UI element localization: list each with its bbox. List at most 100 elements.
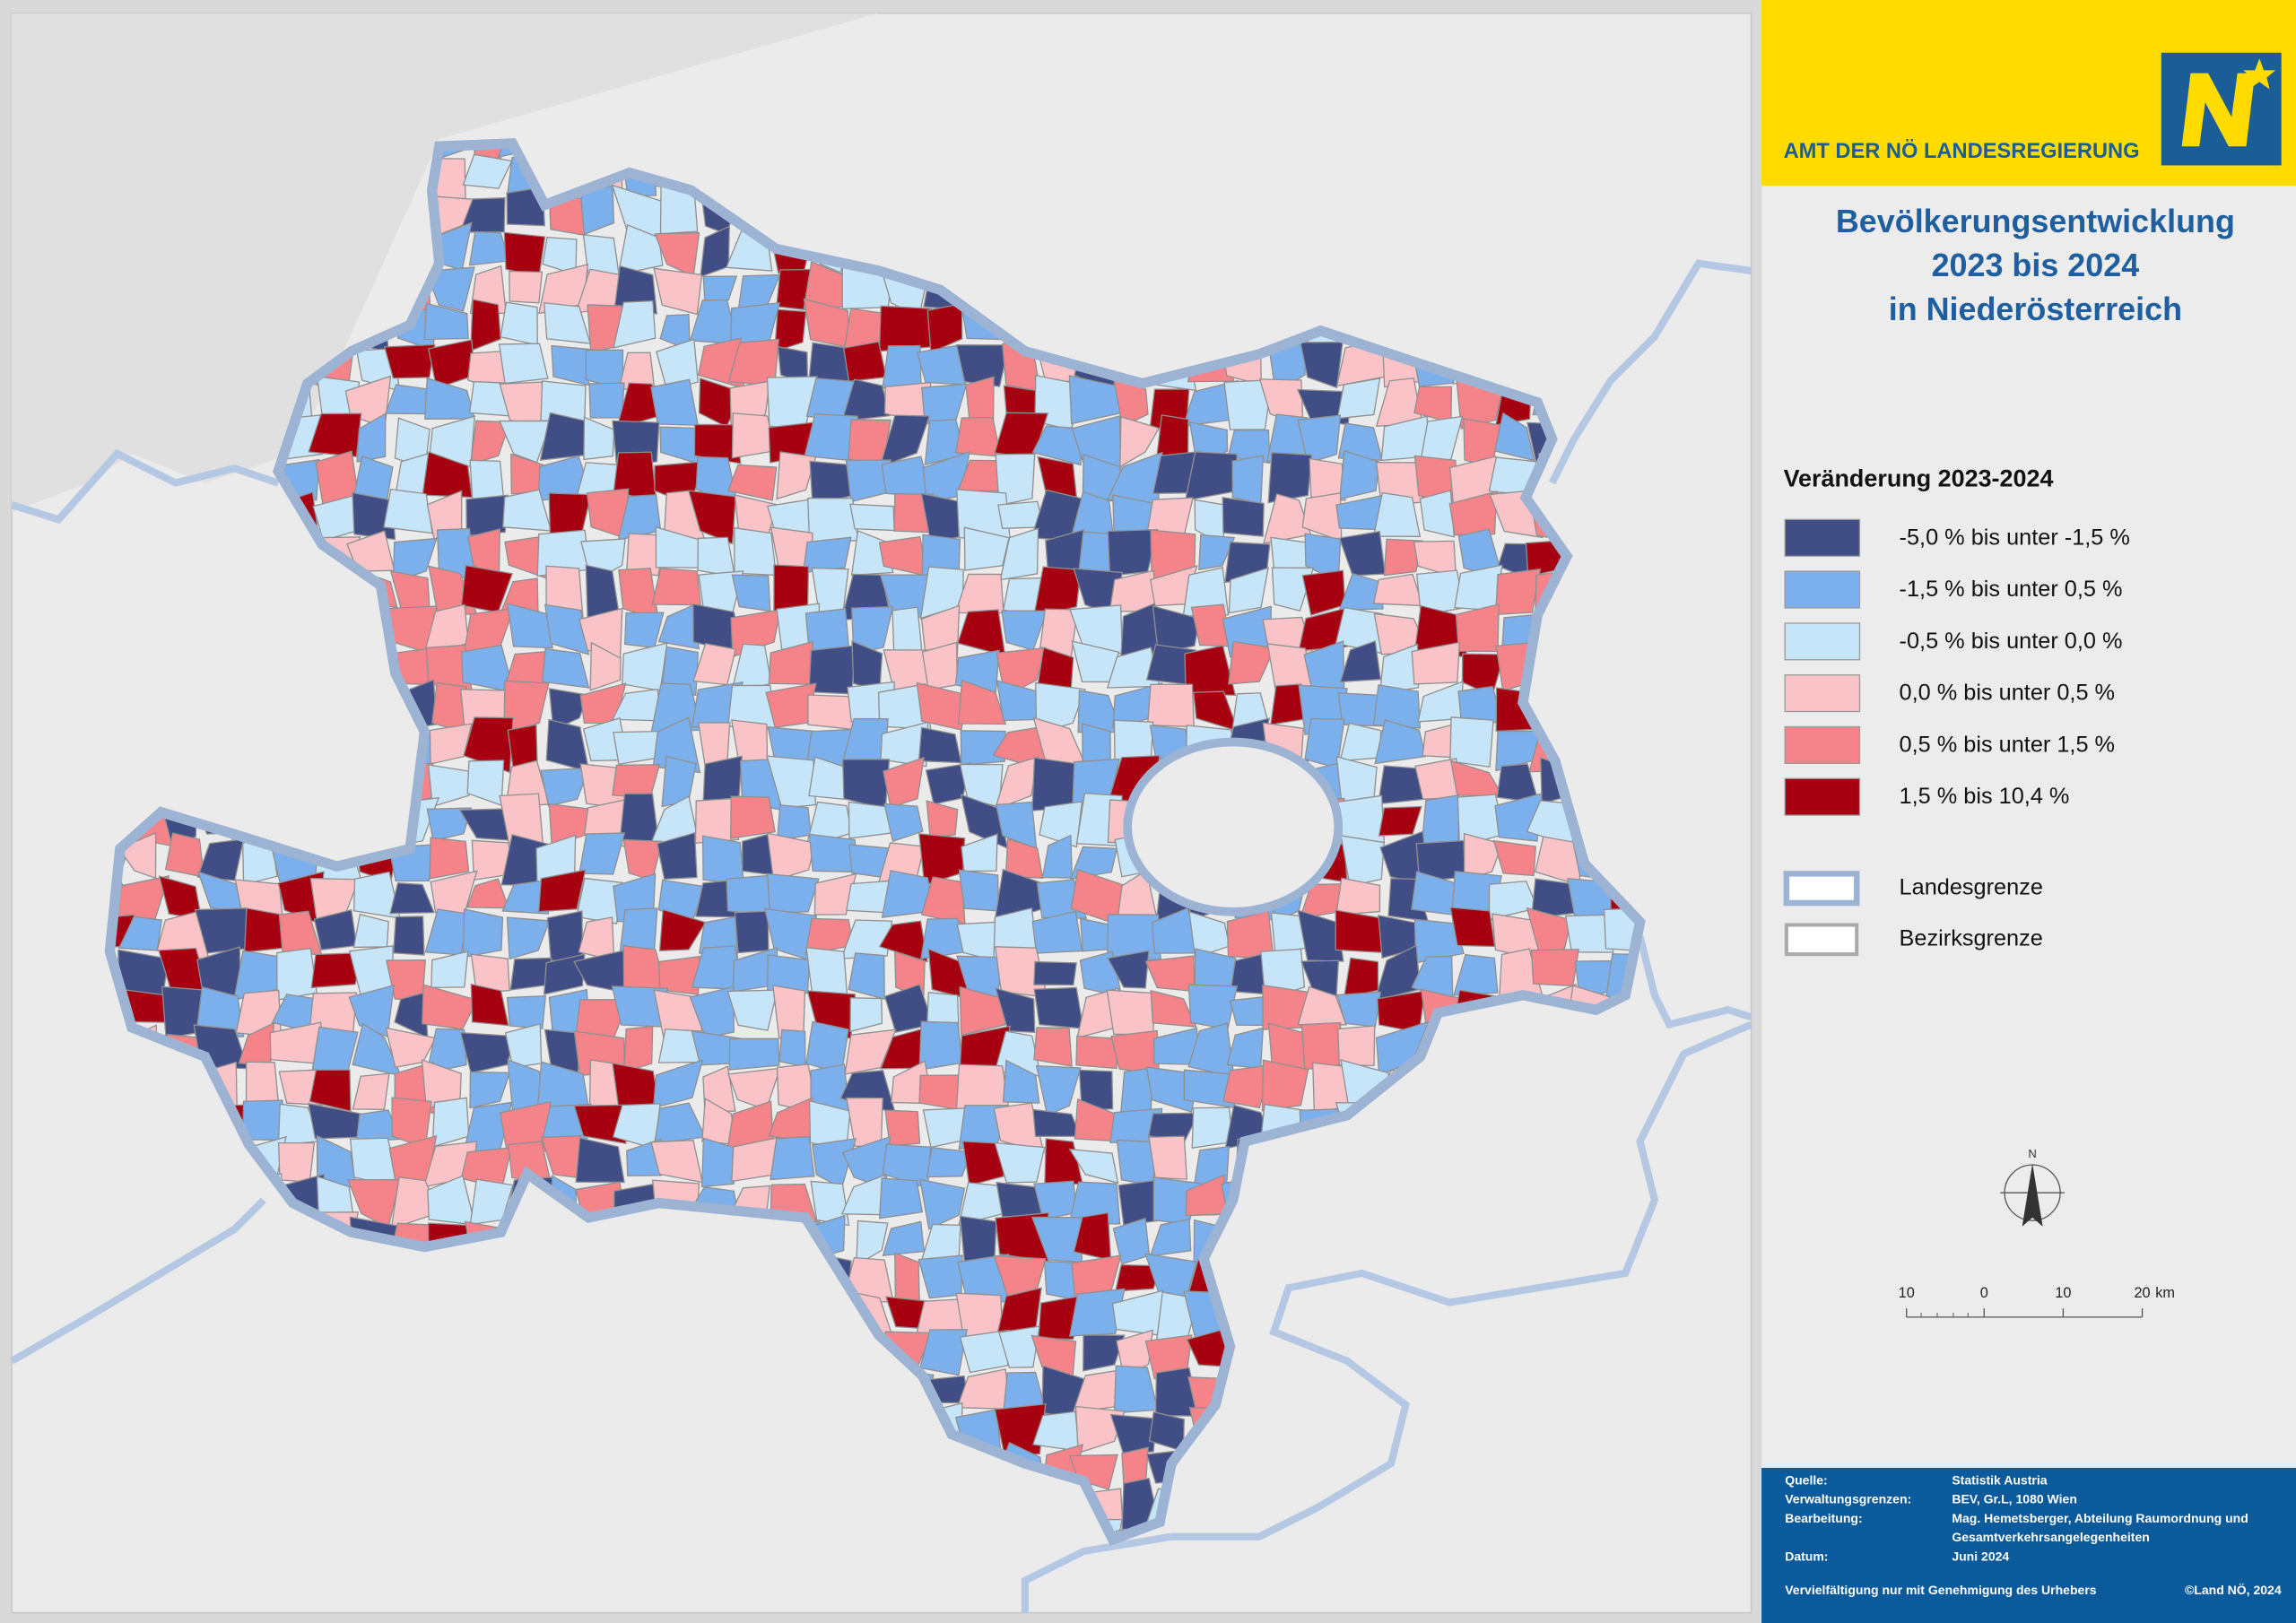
municipality: [1149, 1218, 1192, 1257]
municipality: [849, 503, 895, 532]
municipality: [652, 716, 701, 774]
north-arrow: N: [2000, 1147, 2066, 1227]
municipality: [1564, 914, 1614, 953]
municipality: [918, 1020, 963, 1071]
footer-copyright: ©Land NÖ, 2024: [2185, 1583, 2282, 1597]
logo: [2161, 52, 2282, 166]
municipality: [730, 795, 776, 839]
legend-label: Landesgrenze: [1900, 874, 2043, 899]
legend-swatch: [1784, 923, 1859, 957]
municipality: [506, 995, 547, 1029]
title-line: 2023 bis 2024: [1932, 247, 2140, 283]
municipality: [653, 989, 703, 1038]
municipality: [276, 947, 318, 1001]
municipality: [841, 378, 891, 422]
municipality: [429, 723, 473, 765]
municipality: [926, 302, 963, 354]
municipality: [1106, 989, 1156, 1036]
municipality: [1267, 452, 1313, 504]
municipality: [882, 344, 922, 389]
municipality: [1419, 490, 1456, 538]
municipality: [813, 872, 857, 916]
municipality: [963, 526, 1010, 571]
municipality: [1494, 412, 1535, 462]
legend-swatch: [1784, 570, 1861, 609]
municipality: [1372, 684, 1422, 729]
municipality: [778, 1028, 806, 1068]
municipality: [1463, 832, 1503, 881]
scale-bar: 10 0 10 20 km: [1899, 1285, 2175, 1318]
legend-swatch: [1784, 725, 1861, 764]
scale-label: 0: [1980, 1285, 1988, 1301]
legend-label: Bezirksgrenze: [1900, 925, 2043, 950]
municipality: [164, 832, 205, 878]
municipality: [802, 536, 852, 573]
municipality: [1146, 683, 1195, 728]
municipality: [576, 877, 623, 924]
legend-title: Veränderung 2023-2024: [1784, 464, 2054, 491]
municipality: [392, 916, 425, 956]
municipality: [1339, 449, 1380, 500]
municipality: [310, 951, 362, 989]
municipality: [1297, 414, 1342, 464]
legend: -5,0 % bis unter -1,5 % -1,5 % bis unter …: [1784, 518, 2130, 816]
municipality: [728, 1037, 780, 1071]
municipality: [851, 606, 894, 655]
municipality: [1303, 640, 1345, 696]
municipality: [774, 308, 807, 352]
municipality: [1107, 950, 1150, 989]
municipality: [509, 270, 544, 304]
municipality: [653, 267, 703, 316]
municipality: [1002, 1059, 1040, 1104]
municipality: [543, 953, 586, 995]
municipality: [1261, 1059, 1309, 1112]
municipality: [613, 299, 657, 349]
municipality: [352, 1072, 390, 1110]
municipality: [960, 730, 1006, 766]
municipality: [955, 416, 1002, 457]
municipality: [919, 1328, 968, 1376]
municipality: [770, 1135, 815, 1181]
municipality: [1338, 572, 1384, 611]
municipality: [1492, 839, 1537, 877]
municipality: [926, 800, 959, 838]
municipality: [1297, 909, 1344, 962]
municipality: [657, 955, 700, 995]
north-label: N: [2028, 1147, 2036, 1160]
municipality: [1372, 491, 1422, 537]
municipality: [1448, 490, 1498, 536]
municipality: [650, 378, 700, 426]
municipality: [1004, 838, 1044, 879]
municipality: [546, 910, 584, 963]
municipality: [1033, 1027, 1073, 1067]
footer-notice: Vervielfältigung nur mit Genehmigung des…: [1785, 1583, 2097, 1597]
municipality: [687, 490, 736, 545]
municipality: [995, 453, 1036, 507]
legend-label: -1,5 % bis unter 0,5 %: [1900, 577, 2123, 602]
municipality: [1222, 1063, 1273, 1109]
municipality: [1109, 1413, 1158, 1455]
legend-swatch: [1784, 674, 1861, 713]
municipality: [1339, 640, 1382, 683]
legend-label: 0,5 % bis unter 1,5 %: [1900, 732, 2116, 757]
municipality: [734, 526, 778, 577]
municipality: [545, 565, 584, 619]
municipality: [839, 919, 893, 959]
municipality: [1119, 415, 1161, 468]
municipality: [1411, 641, 1461, 685]
municipality: [1119, 1067, 1152, 1115]
municipality: [955, 1063, 1010, 1112]
office-name: AMT DER NÖ LANDESREGIERUNG: [1784, 139, 2140, 163]
footer-value: Mag. Hemetsberger, Abteilung Raumordnung…: [1952, 1511, 2248, 1525]
municipality: [1297, 985, 1347, 1026]
municipality: [423, 302, 469, 341]
municipality: [844, 1028, 897, 1075]
municipality: [1449, 716, 1494, 768]
municipality: [498, 343, 549, 385]
municipality: [429, 837, 470, 880]
municipality: [1378, 805, 1422, 837]
municipality: [465, 494, 509, 537]
municipality: [1337, 1025, 1376, 1067]
legend-label: 1,5 % bis 10,4 %: [1900, 784, 2070, 809]
municipality: [1033, 960, 1077, 986]
